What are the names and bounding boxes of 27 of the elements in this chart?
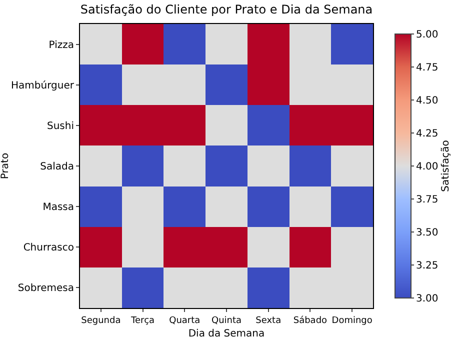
color-bar-label: 4.75	[416, 62, 438, 74]
color-bar-label: 3.75	[416, 194, 438, 206]
y-tick-label: Hambúrguer	[11, 80, 75, 92]
color-bar-label: 3.50	[416, 228, 438, 238]
color-bar-label: 4.50	[416, 96, 438, 106]
x-tick-label: Domingo	[332, 316, 373, 326]
y-tick-label: Churrasco	[23, 242, 74, 254]
chart-title: Satisfação do Cliente por Prato e Dia da Semana	[80, 2, 373, 17]
x-axis-title: Dia da Semana	[188, 328, 265, 340]
y-tick-label: Massa	[42, 202, 74, 214]
y-tick-label: Salada	[40, 162, 74, 172]
color-bar-label: 4.25	[416, 128, 438, 140]
color-bar-label: 4.00	[416, 162, 438, 172]
color-bar-title: Satisfação	[440, 140, 452, 192]
y-axis-title: Prato	[0, 152, 11, 180]
color-bar-label: 5.00	[416, 30, 438, 40]
x-tick-label: Terça	[130, 316, 155, 326]
y-tick-label: Sushi	[46, 120, 74, 132]
color-bar-label: 3.00	[416, 294, 438, 304]
x-tick-label: Quinta	[211, 316, 242, 326]
x-tick-label: Quarta	[169, 316, 200, 326]
y-tick-label: Sobremesa	[18, 283, 74, 294]
x-tick-label: Sábado	[293, 314, 328, 326]
x-tick-label: Segunda	[81, 316, 121, 326]
x-tick-label: Sexta	[256, 316, 282, 326]
y-tick-label: Pizza	[48, 40, 74, 51]
color-bar-label: 3.25	[416, 260, 438, 272]
